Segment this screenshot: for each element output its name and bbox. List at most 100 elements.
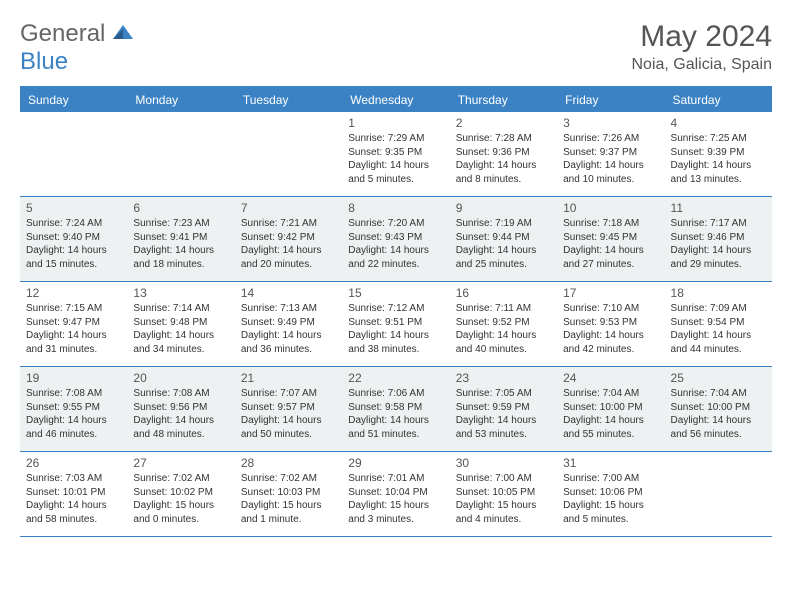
sunset-text: Sunset: 9:57 PM bbox=[241, 401, 336, 415]
day-number: 25 bbox=[671, 371, 766, 385]
sunrise-text: Sunrise: 7:07 AM bbox=[241, 387, 336, 401]
sunrise-text: Sunrise: 7:13 AM bbox=[241, 302, 336, 316]
day-info: Sunrise: 7:03 AMSunset: 10:01 PMDaylight… bbox=[26, 472, 121, 526]
day-info: Sunrise: 7:08 AMSunset: 9:56 PMDaylight:… bbox=[133, 387, 228, 441]
day-number: 10 bbox=[563, 201, 658, 215]
day-cell-31: 31Sunrise: 7:00 AMSunset: 10:06 PMDaylig… bbox=[557, 452, 664, 536]
sunset-text: Sunset: 9:37 PM bbox=[563, 146, 658, 160]
day-cell-15: 15Sunrise: 7:12 AMSunset: 9:51 PMDayligh… bbox=[342, 282, 449, 366]
day-number: 31 bbox=[563, 456, 658, 470]
day-number: 4 bbox=[671, 116, 766, 130]
day-info: Sunrise: 7:25 AMSunset: 9:39 PMDaylight:… bbox=[671, 132, 766, 186]
sunrise-text: Sunrise: 7:21 AM bbox=[241, 217, 336, 231]
day-cell-27: 27Sunrise: 7:02 AMSunset: 10:02 PMDaylig… bbox=[127, 452, 234, 536]
daylight-text: Daylight: 14 hours and 55 minutes. bbox=[563, 414, 658, 441]
sunrise-text: Sunrise: 7:24 AM bbox=[26, 217, 121, 231]
sunset-text: Sunset: 9:51 PM bbox=[348, 316, 443, 330]
day-cell-empty bbox=[235, 112, 342, 196]
sunset-text: Sunset: 10:00 PM bbox=[671, 401, 766, 415]
sunset-text: Sunset: 10:00 PM bbox=[563, 401, 658, 415]
logo-text-2: Blue bbox=[20, 48, 68, 76]
sunrise-text: Sunrise: 7:14 AM bbox=[133, 302, 228, 316]
sunset-text: Sunset: 9:58 PM bbox=[348, 401, 443, 415]
daylight-text: Daylight: 14 hours and 44 minutes. bbox=[671, 329, 766, 356]
weekday-sunday: Sunday bbox=[20, 88, 127, 112]
day-info: Sunrise: 7:21 AMSunset: 9:42 PMDaylight:… bbox=[241, 217, 336, 271]
location: Noia, Galicia, Spain bbox=[631, 56, 772, 74]
sunset-text: Sunset: 9:40 PM bbox=[26, 231, 121, 245]
day-number: 7 bbox=[241, 201, 336, 215]
daylight-text: Daylight: 14 hours and 42 minutes. bbox=[563, 329, 658, 356]
day-info: Sunrise: 7:11 AMSunset: 9:52 PMDaylight:… bbox=[456, 302, 551, 356]
day-number: 11 bbox=[671, 201, 766, 215]
day-info: Sunrise: 7:05 AMSunset: 9:59 PMDaylight:… bbox=[456, 387, 551, 441]
daylight-text: Daylight: 14 hours and 22 minutes. bbox=[348, 244, 443, 271]
day-info: Sunrise: 7:28 AMSunset: 9:36 PMDaylight:… bbox=[456, 132, 551, 186]
sunset-text: Sunset: 9:53 PM bbox=[563, 316, 658, 330]
day-info: Sunrise: 7:24 AMSunset: 9:40 PMDaylight:… bbox=[26, 217, 121, 271]
day-number: 13 bbox=[133, 286, 228, 300]
day-info: Sunrise: 7:06 AMSunset: 9:58 PMDaylight:… bbox=[348, 387, 443, 441]
daylight-text: Daylight: 15 hours and 0 minutes. bbox=[133, 499, 228, 526]
day-number: 5 bbox=[26, 201, 121, 215]
sunrise-text: Sunrise: 7:02 AM bbox=[241, 472, 336, 486]
sunset-text: Sunset: 9:54 PM bbox=[671, 316, 766, 330]
day-cell-29: 29Sunrise: 7:01 AMSunset: 10:04 PMDaylig… bbox=[342, 452, 449, 536]
sunset-text: Sunset: 9:56 PM bbox=[133, 401, 228, 415]
sunset-text: Sunset: 9:46 PM bbox=[671, 231, 766, 245]
day-info: Sunrise: 7:13 AMSunset: 9:49 PMDaylight:… bbox=[241, 302, 336, 356]
day-cell-11: 11Sunrise: 7:17 AMSunset: 9:46 PMDayligh… bbox=[665, 197, 772, 281]
day-number: 24 bbox=[563, 371, 658, 385]
day-info: Sunrise: 7:02 AMSunset: 10:02 PMDaylight… bbox=[133, 472, 228, 526]
day-cell-1: 1Sunrise: 7:29 AMSunset: 9:35 PMDaylight… bbox=[342, 112, 449, 196]
sunset-text: Sunset: 9:44 PM bbox=[456, 231, 551, 245]
day-cell-18: 18Sunrise: 7:09 AMSunset: 9:54 PMDayligh… bbox=[665, 282, 772, 366]
sunrise-text: Sunrise: 7:05 AM bbox=[456, 387, 551, 401]
sunset-text: Sunset: 9:41 PM bbox=[133, 231, 228, 245]
daylight-text: Daylight: 14 hours and 29 minutes. bbox=[671, 244, 766, 271]
daylight-text: Daylight: 14 hours and 38 minutes. bbox=[348, 329, 443, 356]
sunrise-text: Sunrise: 7:00 AM bbox=[456, 472, 551, 486]
sunset-text: Sunset: 9:49 PM bbox=[241, 316, 336, 330]
daylight-text: Daylight: 15 hours and 1 minute. bbox=[241, 499, 336, 526]
sail-icon bbox=[111, 23, 135, 41]
sunset-text: Sunset: 10:03 PM bbox=[241, 486, 336, 500]
day-cell-23: 23Sunrise: 7:05 AMSunset: 9:59 PMDayligh… bbox=[450, 367, 557, 451]
day-info: Sunrise: 7:18 AMSunset: 9:45 PMDaylight:… bbox=[563, 217, 658, 271]
day-cell-14: 14Sunrise: 7:13 AMSunset: 9:49 PMDayligh… bbox=[235, 282, 342, 366]
weekday-saturday: Saturday bbox=[665, 88, 772, 112]
day-info: Sunrise: 7:26 AMSunset: 9:37 PMDaylight:… bbox=[563, 132, 658, 186]
week-row: 12Sunrise: 7:15 AMSunset: 9:47 PMDayligh… bbox=[20, 282, 772, 367]
sunrise-text: Sunrise: 7:11 AM bbox=[456, 302, 551, 316]
daylight-text: Daylight: 14 hours and 36 minutes. bbox=[241, 329, 336, 356]
sunset-text: Sunset: 10:06 PM bbox=[563, 486, 658, 500]
day-cell-26: 26 Sunrise: 7:03 AMSunset: 10:01 PMDaylig… bbox=[20, 452, 127, 536]
day-number: 16 bbox=[456, 286, 551, 300]
daylight-text: Daylight: 15 hours and 4 minutes. bbox=[456, 499, 551, 526]
sunset-text: Sunset: 9:59 PM bbox=[456, 401, 551, 415]
day-info: Sunrise: 7:29 AMSunset: 9:35 PMDaylight:… bbox=[348, 132, 443, 186]
daylight-text: Daylight: 14 hours and 8 minutes. bbox=[456, 159, 551, 186]
day-cell-21: 21Sunrise: 7:07 AMSunset: 9:57 PMDayligh… bbox=[235, 367, 342, 451]
day-info: Sunrise: 7:19 AMSunset: 9:44 PMDaylight:… bbox=[456, 217, 551, 271]
daylight-text: Daylight: 14 hours and 13 minutes. bbox=[671, 159, 766, 186]
day-cell-5: 5 Sunrise: 7:24 AMSunset: 9:40 PMDaylight… bbox=[20, 197, 127, 281]
day-number: 20 bbox=[133, 371, 228, 385]
sunrise-text: Sunrise: 7:09 AM bbox=[671, 302, 766, 316]
daylight-text: Daylight: 15 hours and 5 minutes. bbox=[563, 499, 658, 526]
day-cell-6: 6Sunrise: 7:23 AMSunset: 9:41 PMDaylight… bbox=[127, 197, 234, 281]
day-number: 30 bbox=[456, 456, 551, 470]
day-number: 29 bbox=[348, 456, 443, 470]
sunrise-text: Sunrise: 7:02 AM bbox=[133, 472, 228, 486]
calendar: SundayMondayTuesdayWednesdayThursdayFrid… bbox=[20, 86, 772, 537]
day-number: 26 bbox=[26, 456, 121, 470]
day-cell-13: 13Sunrise: 7:14 AMSunset: 9:48 PMDayligh… bbox=[127, 282, 234, 366]
day-cell-3: 3Sunrise: 7:26 AMSunset: 9:37 PMDaylight… bbox=[557, 112, 664, 196]
sunrise-text: Sunrise: 7:08 AM bbox=[26, 387, 121, 401]
sunrise-text: Sunrise: 7:04 AM bbox=[563, 387, 658, 401]
day-number: 12 bbox=[26, 286, 121, 300]
day-cell-12: 12Sunrise: 7:15 AMSunset: 9:47 PMDayligh… bbox=[20, 282, 127, 366]
day-number: 21 bbox=[241, 371, 336, 385]
sunset-text: Sunset: 9:52 PM bbox=[456, 316, 551, 330]
weekday-tuesday: Tuesday bbox=[235, 88, 342, 112]
